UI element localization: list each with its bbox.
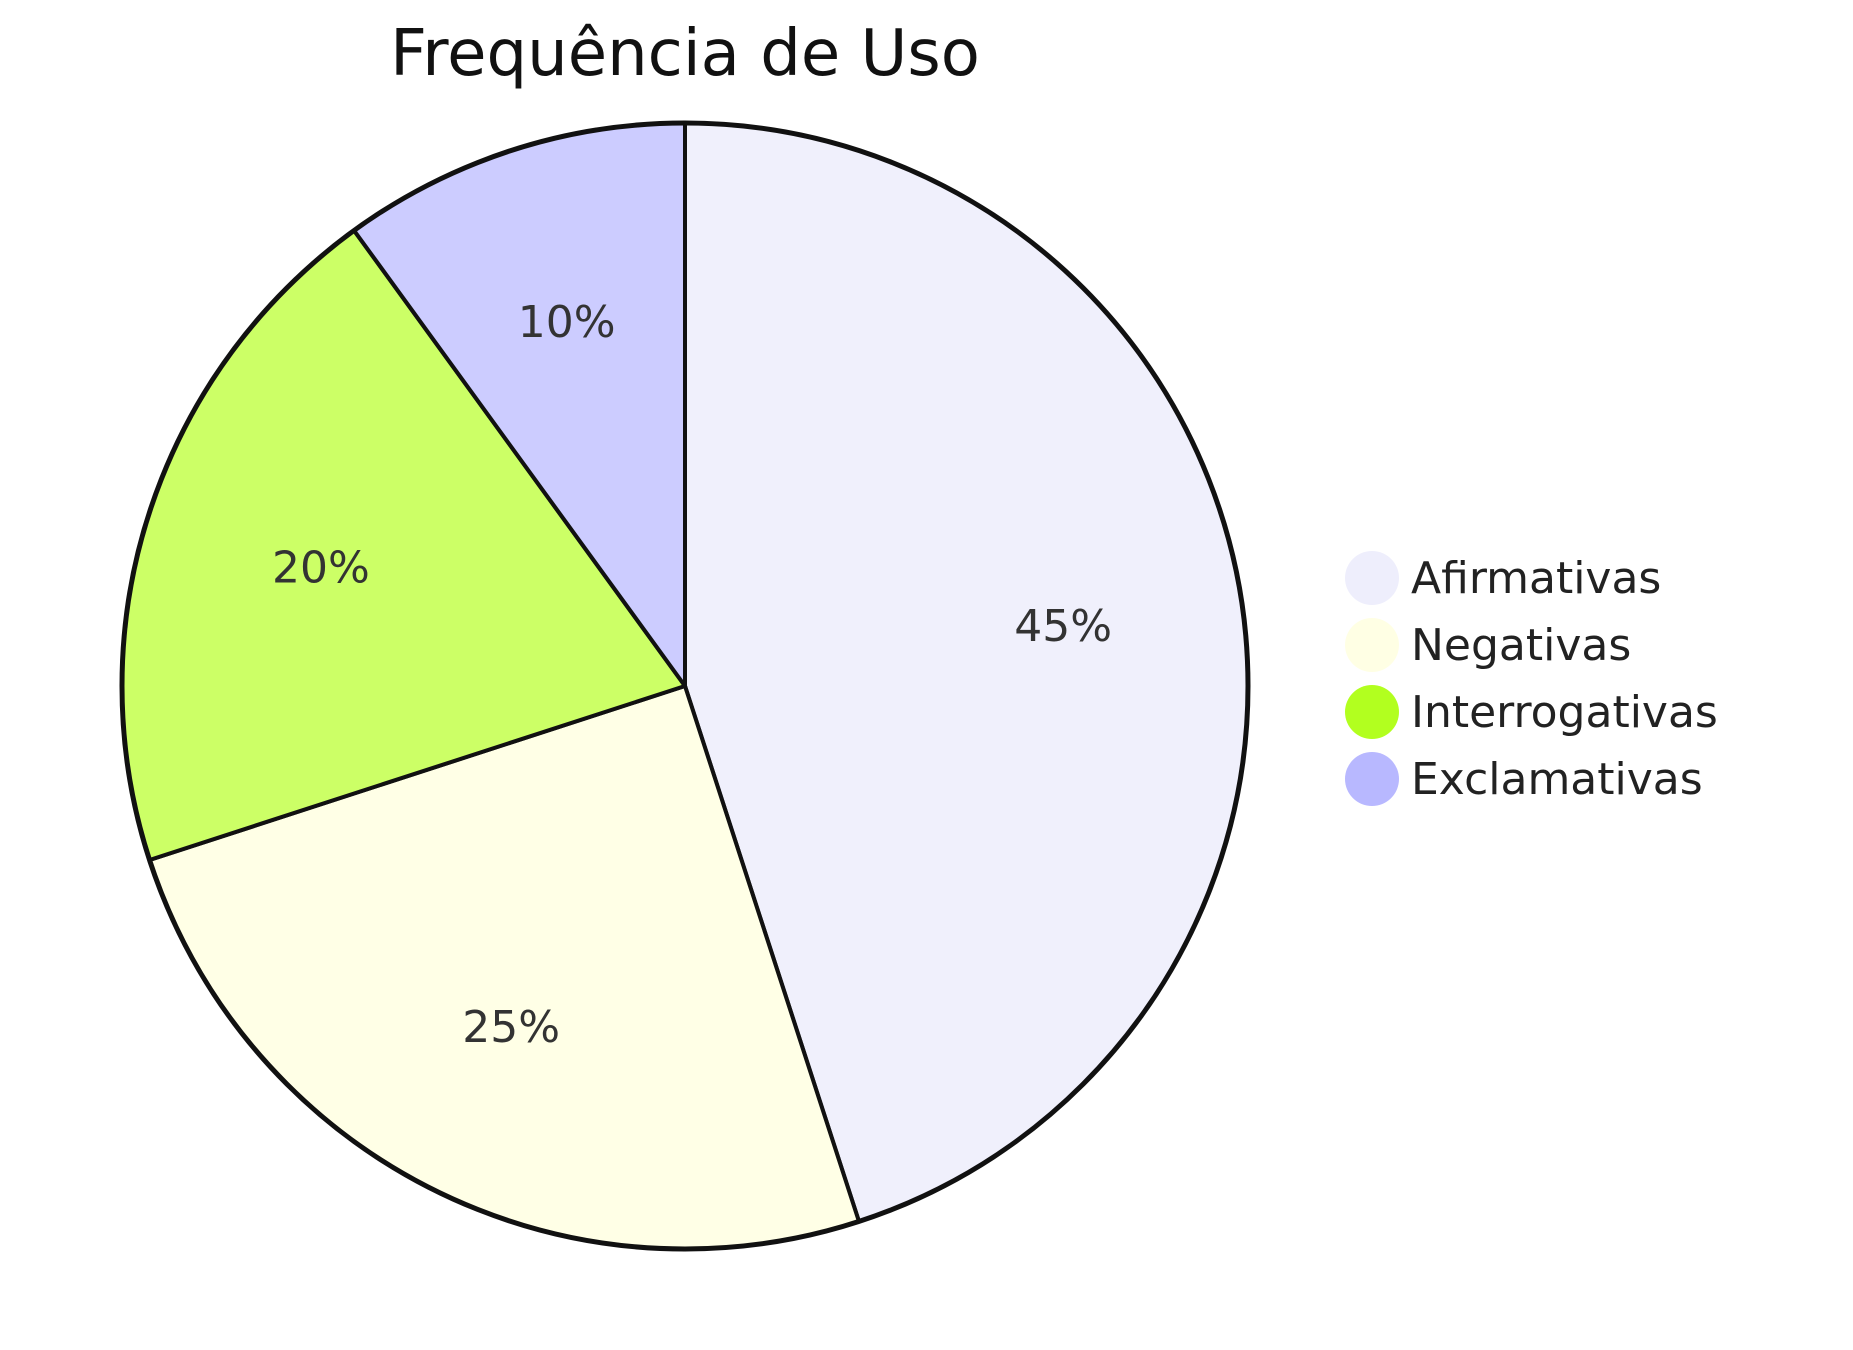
legend-marker-exclamativas	[1345, 752, 1399, 806]
data-label-negativas: 25%	[462, 1002, 560, 1053]
data-label-interrogativas: 20%	[272, 543, 370, 594]
legend-marker-interrogativas	[1345, 685, 1399, 739]
pie-outline	[119, 120, 1251, 1252]
data-label-afirmativas: 45%	[1014, 601, 1112, 652]
legend-label-exclamativas: Exclamativas	[1411, 754, 1703, 805]
legend-marker-negativas	[1345, 618, 1399, 672]
data-label-exclamativas: 10%	[518, 297, 616, 348]
legend-label-interrogativas: Interrogativas	[1411, 687, 1718, 738]
chart-title: Frequência de Uso	[390, 17, 980, 91]
legend: Afirmativas Negativas Interrogativas Exclam…	[1345, 551, 1718, 806]
legend-marker-afirmativas	[1345, 551, 1399, 605]
legend-label-negativas: Negativas	[1411, 620, 1631, 671]
slice-labels: 45% 25% 20% 10%	[272, 297, 1112, 1053]
legend-label-afirmativas: Afirmativas	[1411, 553, 1661, 604]
pie-slices	[119, 121, 1250, 1251]
